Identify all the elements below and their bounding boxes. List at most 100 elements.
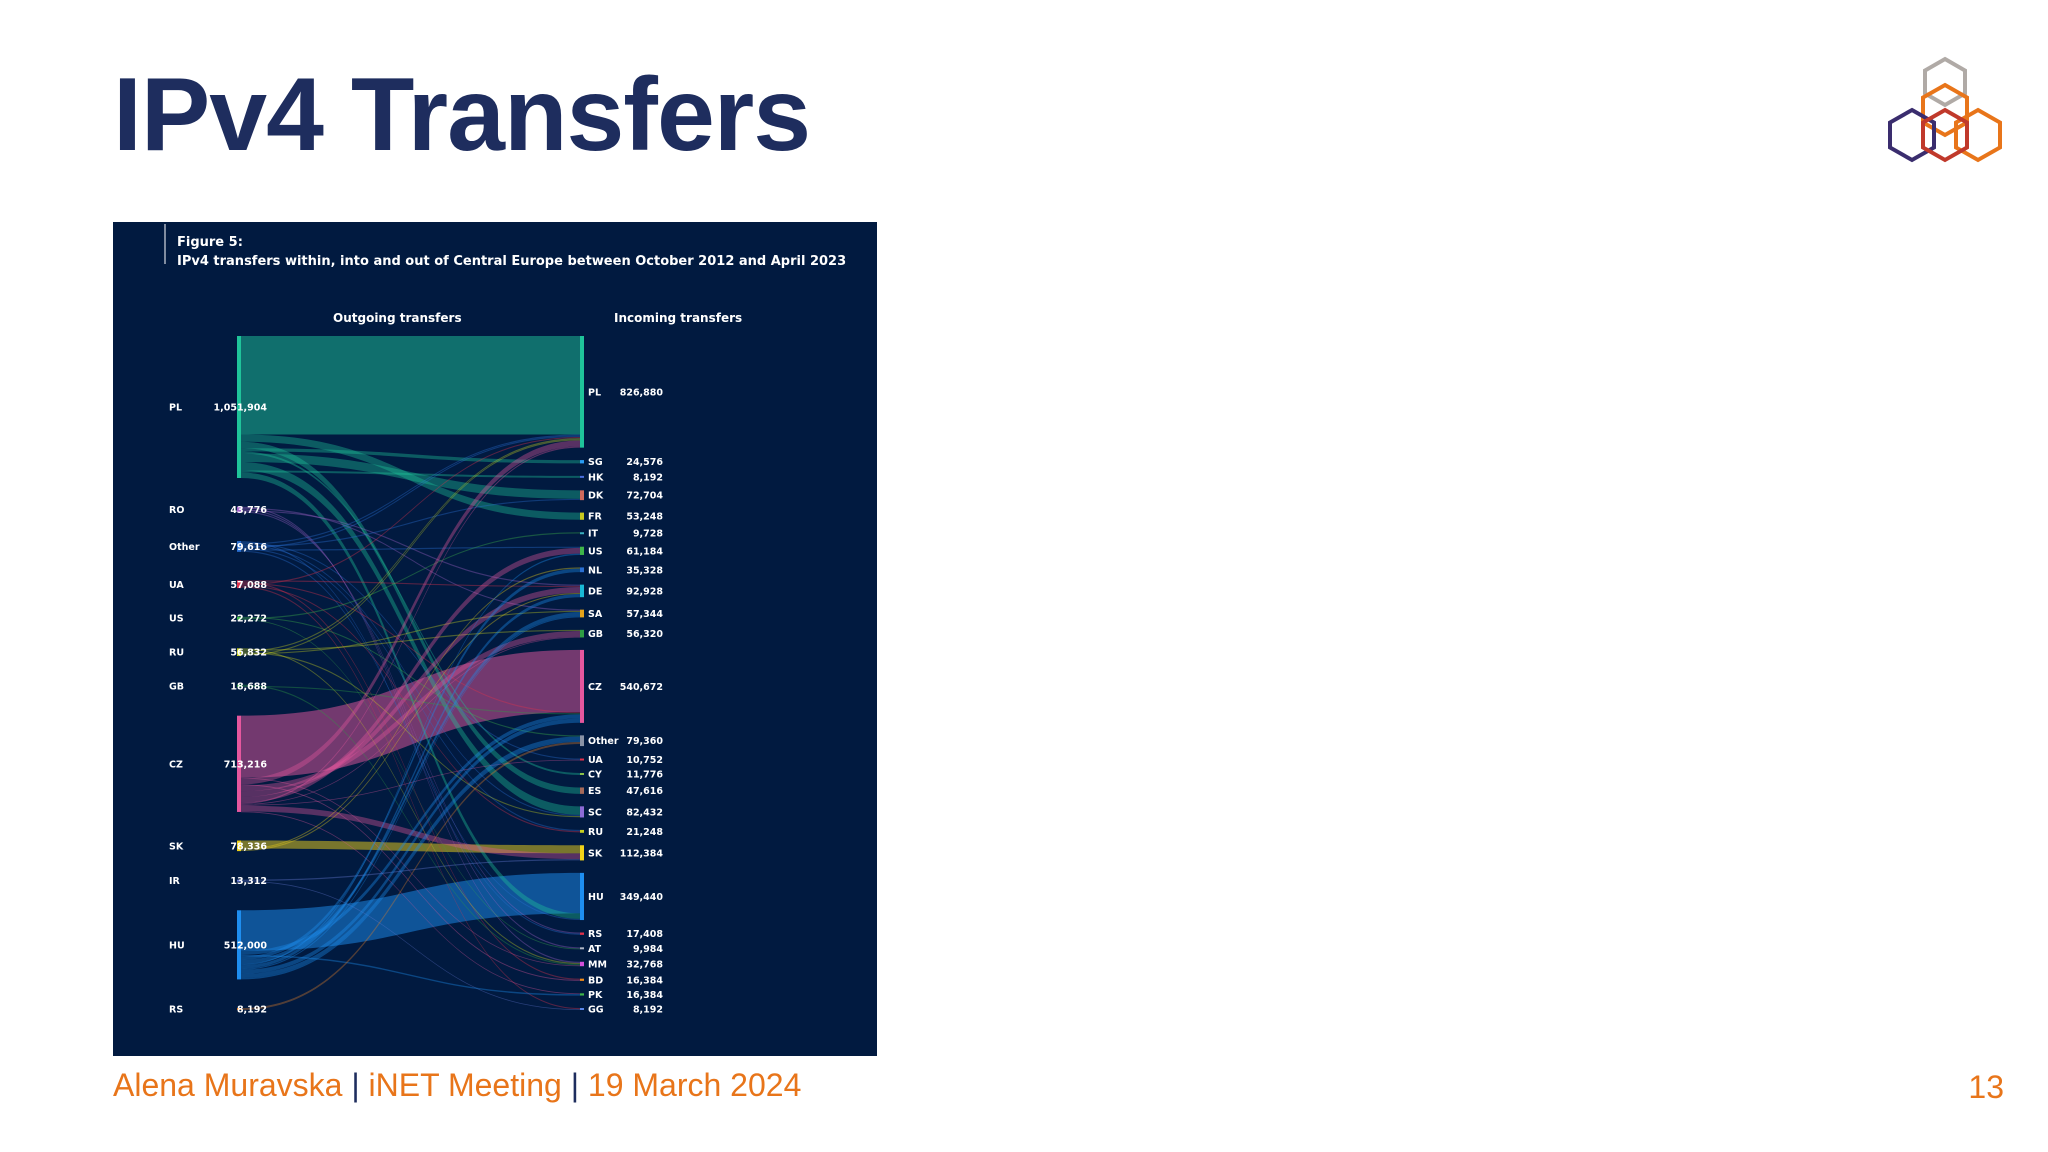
node-in-sc bbox=[580, 806, 584, 818]
node-value-out-pl: 1,051,904 bbox=[214, 403, 268, 414]
node-in-sk bbox=[580, 845, 584, 861]
node-in-de bbox=[580, 584, 584, 598]
node-in-gg bbox=[580, 1008, 584, 1010]
node-label-in-hk: HK bbox=[588, 472, 604, 483]
node-label-in-gb: GB bbox=[588, 629, 603, 640]
node-label-out-sk: SK bbox=[169, 841, 184, 852]
flow-us-other bbox=[241, 616, 580, 737]
node-out-hu bbox=[237, 910, 241, 980]
slide-footer: Alena Muravska | iNET Meeting | 19 March… bbox=[113, 1067, 801, 1104]
flow-ru-pl bbox=[241, 439, 580, 656]
flow-pl-cy bbox=[241, 451, 580, 775]
node-value-in-cz: 540,672 bbox=[620, 682, 663, 693]
figure-title: IPv4 transfers within, into and out of C… bbox=[177, 254, 846, 269]
flow-pl-pl bbox=[241, 336, 580, 435]
node-in-cy bbox=[580, 772, 584, 775]
flow-cz-pl bbox=[241, 440, 580, 785]
flow-gb-mm bbox=[241, 684, 580, 966]
node-label-in-nl: NL bbox=[588, 565, 602, 576]
node-value-in-fr: 53,248 bbox=[626, 512, 663, 523]
node-label-in-hu: HU bbox=[588, 892, 604, 903]
node-value-out-sk: 78,336 bbox=[230, 841, 267, 852]
node-value-out-cz: 713,216 bbox=[224, 759, 268, 770]
node-label-in-pl: PL bbox=[588, 387, 601, 398]
node-out-other bbox=[237, 541, 241, 552]
node-value-out-hu: 512,000 bbox=[224, 940, 268, 951]
flow-pl-hk bbox=[241, 470, 580, 478]
node-value-in-nl: 35,328 bbox=[626, 565, 663, 576]
node-label-out-pl: PL bbox=[169, 403, 182, 414]
footer-separator: | bbox=[351, 1067, 360, 1103]
node-out-ir bbox=[237, 879, 241, 882]
flow-hu-cz bbox=[241, 718, 580, 974]
node-value-out-rs: 8,192 bbox=[237, 1005, 267, 1016]
flow-ru-sc bbox=[241, 651, 580, 818]
node-label-in-de: DE bbox=[588, 586, 602, 597]
node-label-in-it: IT bbox=[588, 529, 599, 540]
node-value-in-hu: 349,440 bbox=[620, 892, 664, 903]
node-in-dk bbox=[580, 490, 584, 501]
flow-rs-other bbox=[241, 742, 580, 1010]
node-label-out-ro: RO bbox=[169, 505, 184, 516]
node-label-in-sk: SK bbox=[588, 848, 603, 859]
node-out-ro bbox=[237, 506, 241, 513]
figure-label: Figure 5: bbox=[177, 235, 243, 250]
node-value-out-ro: 43,776 bbox=[230, 505, 267, 516]
node-out-sk bbox=[237, 840, 241, 852]
flow-hu-sa bbox=[241, 612, 580, 965]
flow-pl-fr bbox=[241, 434, 580, 520]
node-value-in-rs: 17,408 bbox=[626, 929, 663, 940]
flows-layer bbox=[241, 336, 580, 1010]
node-value-in-it: 9,728 bbox=[633, 529, 663, 540]
slide-title: IPv4 Transfers bbox=[113, 57, 811, 173]
node-in-hu bbox=[580, 872, 584, 921]
flow-other-sc bbox=[241, 544, 580, 817]
node-label-in-pk: PK bbox=[588, 990, 603, 1001]
node-value-in-at: 9,984 bbox=[633, 944, 663, 955]
flow-hu-us bbox=[241, 553, 580, 966]
footer-separator: | bbox=[570, 1067, 579, 1103]
node-label-out-gb: GB bbox=[169, 681, 184, 692]
flow-ru-mm bbox=[241, 648, 580, 965]
node-value-in-sa: 57,344 bbox=[626, 609, 663, 620]
node-out-ua bbox=[237, 580, 241, 589]
flow-ru-sa bbox=[241, 610, 580, 655]
ripe-ncc-logo bbox=[1888, 56, 2002, 163]
flow-ro-mm bbox=[241, 506, 580, 963]
node-value-in-us: 61,184 bbox=[626, 546, 663, 557]
node-value-in-cy: 11,776 bbox=[626, 769, 663, 780]
flow-hu-nl bbox=[241, 568, 580, 960]
flow-other-pl bbox=[241, 435, 580, 549]
sankey-chart: Figure 5: IPv4 transfers within, into an… bbox=[164, 224, 846, 1016]
node-value-in-pk: 16,384 bbox=[626, 990, 663, 1001]
flow-pl-sg bbox=[241, 448, 580, 464]
flow-cz-de bbox=[241, 587, 580, 797]
node-label-out-cz: CZ bbox=[169, 759, 183, 770]
flow-other-dk bbox=[241, 498, 580, 548]
node-label-in-gg: GG bbox=[588, 1005, 604, 1016]
flow-ro-rs bbox=[241, 511, 580, 934]
flow-other-pl bbox=[241, 434, 580, 545]
node-value-in-dk: 72,704 bbox=[626, 491, 663, 502]
flow-ir-sk bbox=[241, 859, 580, 881]
node-in-es bbox=[580, 787, 584, 794]
page-number: 13 bbox=[1968, 1069, 2004, 1105]
node-value-out-other: 79,616 bbox=[230, 542, 267, 553]
outgoing-header: Outgoing transfers bbox=[333, 311, 462, 325]
node-in-hk bbox=[580, 475, 584, 478]
node-in-fr bbox=[580, 512, 584, 520]
flow-cz-sk bbox=[241, 805, 580, 860]
flow-other-hu bbox=[241, 550, 580, 921]
node-label-in-rs: RS bbox=[588, 929, 602, 940]
flow-hu-cz bbox=[241, 714, 580, 955]
node-in-ua bbox=[580, 758, 584, 761]
node-value-in-sg: 24,576 bbox=[626, 457, 663, 468]
flow-cz-gb bbox=[241, 636, 580, 805]
node-in-mm bbox=[580, 961, 584, 967]
flow-sk-sk bbox=[241, 840, 580, 854]
flow-ua-bd bbox=[241, 581, 580, 980]
node-label-in-other: Other bbox=[588, 736, 619, 747]
flow-ro-sa bbox=[241, 507, 580, 611]
node-value-in-sc: 82,432 bbox=[626, 807, 663, 818]
node-out-pl bbox=[237, 336, 241, 479]
